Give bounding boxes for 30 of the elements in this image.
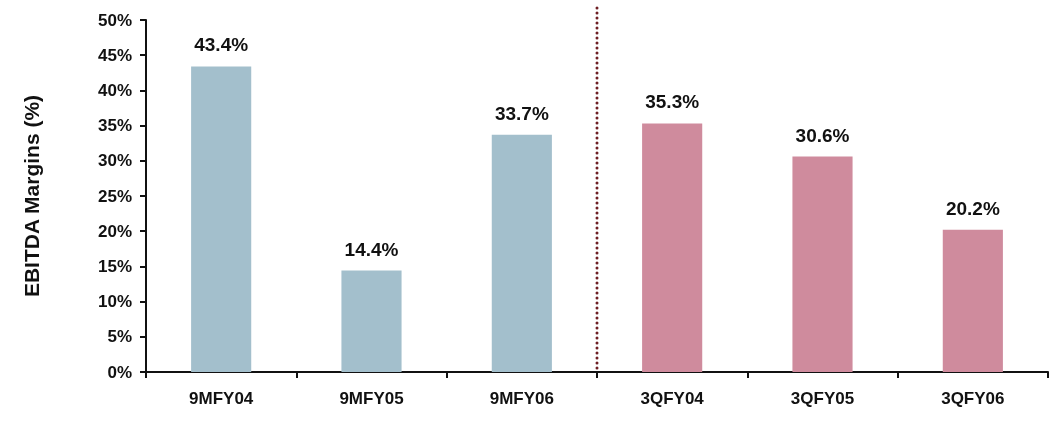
data-label: 14.4% [344,238,399,260]
data-label: 30.6% [795,124,850,146]
bar [191,66,252,372]
y-tick-label: 20% [97,221,132,241]
y-tick-label: 0% [107,362,132,382]
bar [341,270,402,372]
bar [642,123,703,372]
data-label: 33.7% [494,102,549,124]
x-tick-label: 3QFY05 [790,389,855,408]
x-tick-label: 9MFY06 [489,389,554,408]
bar [942,229,1003,372]
y-tick-label: 15% [97,256,132,276]
y-tick-label: 10% [97,292,132,312]
y-axis-title: EBITDA Margins (%) [20,94,43,298]
y-tick-label: 40% [97,80,132,100]
x-tick-label: 9MFY05 [339,389,404,408]
x-tick-label: 3QFY06 [941,389,1005,408]
y-tick-label: 35% [97,116,132,136]
y-tick-label: 5% [107,327,132,347]
bar [792,156,853,372]
x-tick-label: 3QFY04 [640,389,705,408]
bar [491,134,552,372]
x-tick-label: 9MFY04 [189,389,254,408]
y-tick-label: 50% [97,10,132,30]
data-label: 35.3% [645,91,700,113]
data-label: 43.4% [194,34,249,56]
y-tick-label: 30% [97,151,132,171]
y-tick-label: 25% [97,186,132,206]
data-label: 20.2% [945,197,1000,219]
y-tick-label: 45% [97,45,132,65]
